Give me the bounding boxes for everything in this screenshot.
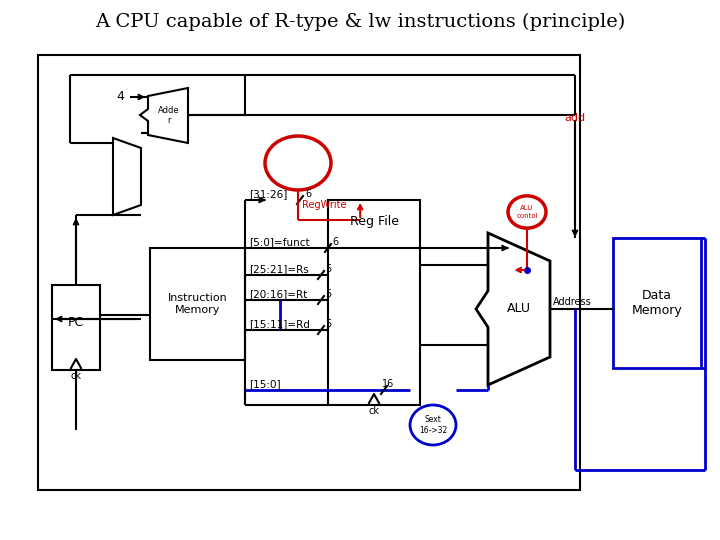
Bar <box>328 200 420 405</box>
Text: ALU
contol: ALU contol <box>516 206 538 219</box>
Text: add: add <box>564 113 585 123</box>
Text: [15:11]=Rd: [15:11]=Rd <box>249 319 310 329</box>
Bar <box>52 285 100 370</box>
Polygon shape <box>476 233 550 385</box>
Ellipse shape <box>508 196 546 228</box>
Text: 16: 16 <box>382 379 395 389</box>
Text: 6: 6 <box>332 237 338 247</box>
Text: [31:26]: [31:26] <box>249 189 287 199</box>
Text: PC: PC <box>68 316 84 329</box>
Ellipse shape <box>410 405 456 445</box>
Text: RegWrite: RegWrite <box>302 200 346 210</box>
Ellipse shape <box>265 136 331 190</box>
Text: 5: 5 <box>325 264 331 274</box>
Text: [20:16]=Rt: [20:16]=Rt <box>249 289 307 299</box>
Text: [15:0]: [15:0] <box>249 379 281 389</box>
Text: 5: 5 <box>325 289 331 299</box>
Text: 4: 4 <box>116 91 124 104</box>
Text: [5:0]=funct: [5:0]=funct <box>249 237 310 247</box>
Text: Adde
r: Adde r <box>158 106 180 125</box>
Text: Reg File: Reg File <box>349 215 398 228</box>
Text: Sext
16->32: Sext 16->32 <box>419 415 447 435</box>
Text: ck: ck <box>71 371 81 381</box>
Bar <box>38 55 580 490</box>
Bar <box>613 238 701 368</box>
Bar <box>150 248 245 360</box>
Text: ck: ck <box>369 406 379 416</box>
Polygon shape <box>113 138 141 215</box>
Text: ALU: ALU <box>507 302 531 315</box>
Text: Instruction
Memory: Instruction Memory <box>168 293 228 315</box>
Text: Data
Memory: Data Memory <box>631 289 683 317</box>
Text: Address: Address <box>553 297 592 307</box>
Polygon shape <box>140 88 188 143</box>
Text: A CPU capable of R-type & lw instructions (principle): A CPU capable of R-type & lw instruction… <box>95 13 625 31</box>
Text: 6: 6 <box>305 189 311 199</box>
Text: 5: 5 <box>325 319 331 329</box>
Text: [25:21]=Rs: [25:21]=Rs <box>249 264 309 274</box>
